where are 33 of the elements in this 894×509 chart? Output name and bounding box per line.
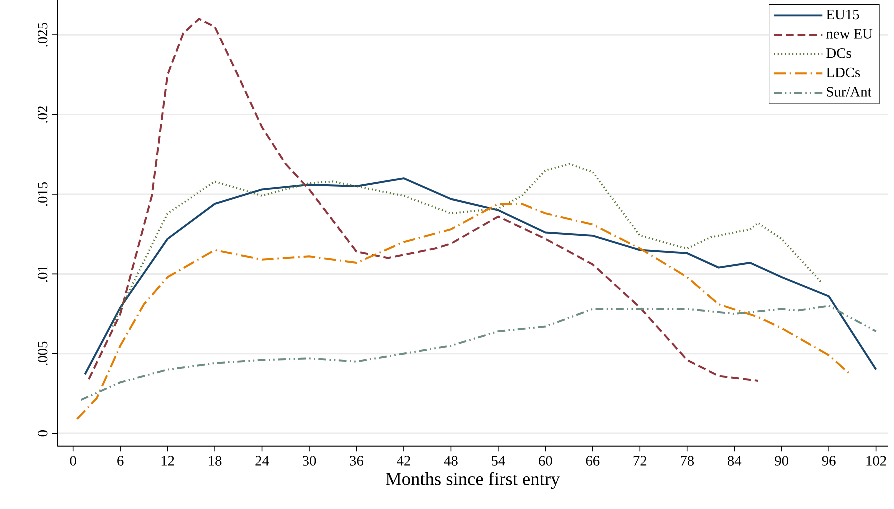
x-tick-label: 18 xyxy=(209,456,222,466)
x-tick-label: 66 xyxy=(586,456,600,466)
x-tick-label: 90 xyxy=(775,456,788,466)
y-tick-label: .005 xyxy=(38,342,48,366)
legend-label: Sur/Ant xyxy=(827,87,872,98)
x-tick-label: 30 xyxy=(303,456,316,466)
x-tick-label: 60 xyxy=(539,456,552,466)
line-series xyxy=(84,178,878,376)
legend-label: EU15 xyxy=(826,10,860,20)
line-series xyxy=(88,18,760,382)
x-tick-label: 84 xyxy=(728,456,742,466)
line-series xyxy=(76,203,850,420)
x-tick-label: 72 xyxy=(634,456,647,466)
x-tick-label: 48 xyxy=(444,456,458,466)
x-tick-label: 6 xyxy=(118,456,124,466)
legend-label: LDCs xyxy=(826,68,860,78)
y-tick-label: .01 xyxy=(38,266,48,282)
y-tick-label: 0 xyxy=(38,430,48,437)
legend-label: new EU xyxy=(826,30,873,40)
x-tick-label: 0 xyxy=(70,456,76,466)
x-tick-label: 96 xyxy=(822,456,836,466)
x-tick-label: 78 xyxy=(681,456,694,466)
y-tick-label: .015 xyxy=(38,182,48,206)
y-tick-label: .025 xyxy=(38,23,48,47)
y-tick-label: .02 xyxy=(38,106,48,124)
x-tick-label: 54 xyxy=(492,456,506,466)
x-axis-title: Months since first entry xyxy=(386,472,560,490)
x-tick-label: 12 xyxy=(162,456,174,466)
legend-label: DCs xyxy=(826,48,852,58)
x-tick-label: 102 xyxy=(866,456,886,466)
x-tick-label: 42 xyxy=(397,456,410,466)
x-tick-label: 36 xyxy=(350,456,364,466)
x-tick-label: 24 xyxy=(256,456,270,466)
